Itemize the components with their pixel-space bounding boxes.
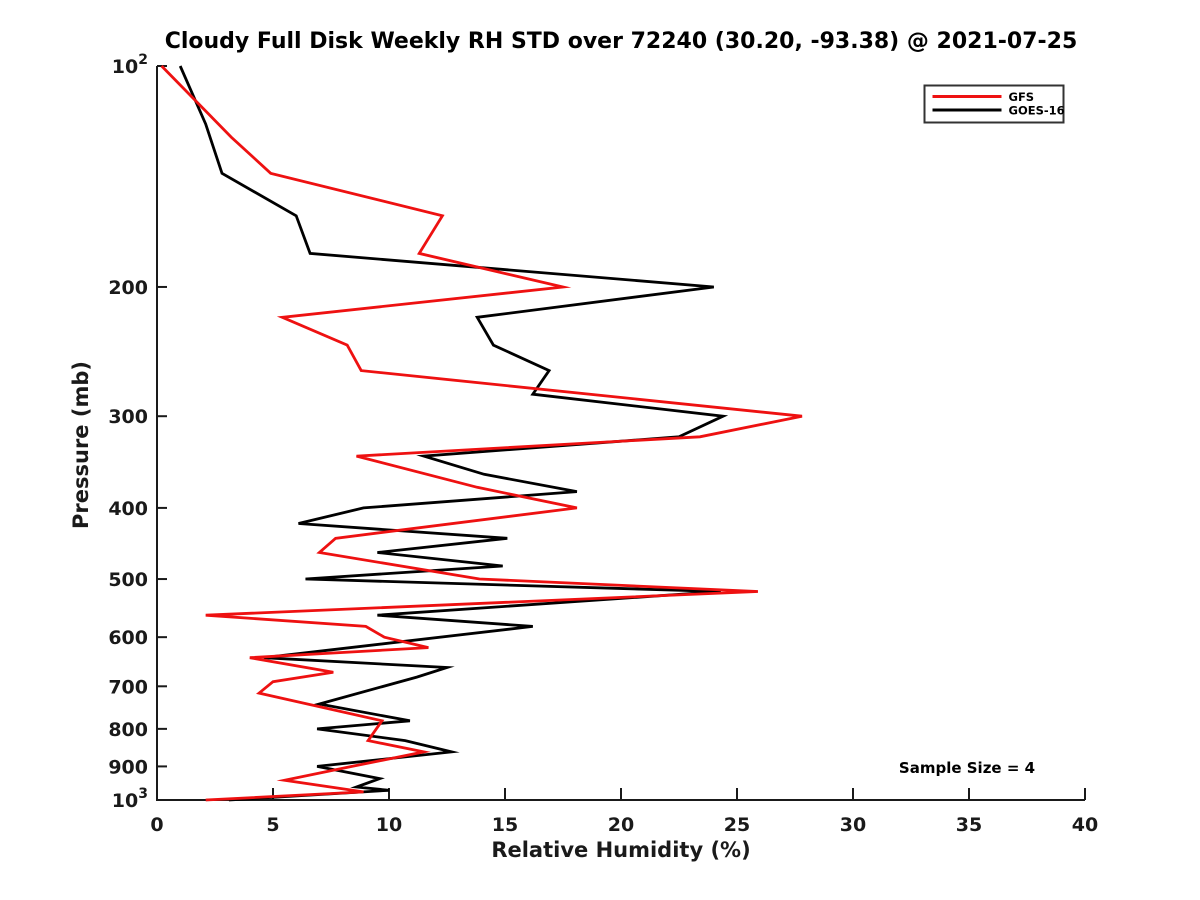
x-tick-label-15: 15: [492, 814, 518, 836]
y-tick-label-700: 700: [108, 676, 148, 698]
y-tick-label-800: 800: [108, 719, 148, 741]
x-axis-label: Relative Humidity (%): [491, 838, 750, 862]
sample-size-annotation: Sample Size = 4: [899, 759, 1035, 777]
series-gfs-line: [160, 65, 803, 802]
chart-title: Cloudy Full Disk Weekly RH STD over 7224…: [165, 29, 1078, 54]
axis-spines: [156, 66, 1085, 801]
y-tick-label-100: 102: [112, 52, 148, 78]
y-tick-label-900: 900: [108, 756, 148, 778]
x-tick-label-25: 25: [724, 814, 750, 836]
series-layer: [160, 65, 803, 802]
x-tick-label-35: 35: [956, 814, 982, 836]
series-goes-16-line: [178, 65, 729, 802]
legend-label-goes-16: GOES-16: [1009, 104, 1065, 118]
x-tick-label-20: 20: [608, 814, 634, 836]
x-tick-label-30: 30: [840, 814, 866, 836]
y-tick-label-200: 200: [108, 277, 148, 299]
x-tick-label-40: 40: [1072, 814, 1098, 836]
legend-box: [923, 84, 1065, 124]
y-axis-label: Pressure (mb): [69, 361, 93, 529]
y-tick-label-300: 300: [108, 406, 148, 428]
y-tick-label-500: 500: [108, 569, 148, 591]
y-tick-label-400: 400: [108, 498, 148, 520]
y-tick-label-600: 600: [108, 627, 148, 649]
x-tick-label-0: 0: [150, 814, 163, 836]
x-tick-label-10: 10: [376, 814, 402, 836]
y-tick-label-1000: 103: [112, 786, 148, 812]
legend-label-gfs: GFS: [1009, 90, 1035, 104]
x-tick-label-5: 5: [266, 814, 279, 836]
